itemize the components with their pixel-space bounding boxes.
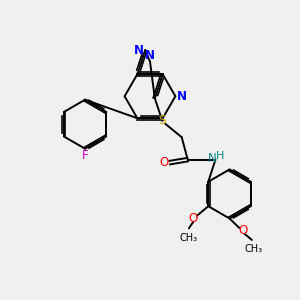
Text: O: O [160, 156, 169, 169]
Text: O: O [238, 224, 248, 238]
Text: CH₃: CH₃ [244, 244, 262, 254]
Text: N: N [134, 44, 144, 57]
Text: S: S [159, 114, 166, 127]
Text: O: O [189, 212, 198, 225]
Text: CH₃: CH₃ [180, 233, 198, 243]
Text: N: N [145, 49, 155, 62]
Text: N: N [177, 90, 187, 103]
Text: N: N [208, 152, 217, 165]
Text: F: F [82, 149, 88, 162]
Text: H: H [215, 151, 224, 161]
